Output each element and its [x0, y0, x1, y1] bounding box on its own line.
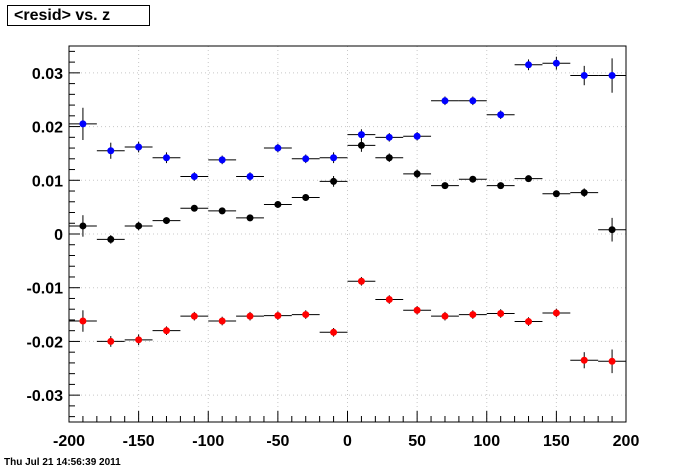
x-tick-label: -100: [192, 433, 224, 450]
x-tick-label: -150: [123, 433, 155, 450]
data-point: [580, 189, 588, 197]
y-tick-label: 0.02: [32, 120, 63, 137]
timestamp-label: Thu Jul 21 14:56:39 2011: [4, 457, 121, 468]
data-point: [135, 336, 143, 344]
data-point: [385, 133, 393, 141]
data-point: [190, 312, 198, 320]
x-tick-label: 150: [543, 433, 570, 450]
marks-layer: [69, 56, 626, 374]
data-point: [580, 356, 588, 364]
data-point: [525, 61, 533, 69]
data-point: [469, 311, 477, 319]
data-point: [497, 111, 505, 119]
data-point: [162, 217, 170, 225]
data-point: [608, 226, 616, 234]
data-point: [135, 222, 143, 230]
data-point: [357, 141, 365, 149]
data-point: [79, 120, 87, 128]
y-tick-label: -0.03: [27, 388, 64, 405]
data-point: [413, 170, 421, 178]
data-point: [162, 327, 170, 335]
data-point: [330, 154, 338, 162]
data-point: [302, 193, 310, 201]
x-tick-label: 0: [343, 433, 352, 450]
chart-title: <resid> vs. z: [7, 5, 150, 26]
data-point: [107, 337, 115, 345]
data-point: [218, 207, 226, 215]
x-tick-label: -200: [53, 433, 85, 450]
data-point: [246, 173, 254, 181]
data-point: [218, 156, 226, 164]
grid-layer: [69, 46, 626, 422]
data-point: [107, 235, 115, 243]
y-tick-label: 0.01: [32, 173, 63, 190]
data-point: [497, 182, 505, 190]
data-point: [274, 200, 282, 208]
x-tick-label: 200: [613, 433, 640, 450]
data-point: [79, 222, 87, 230]
data-point: [552, 309, 560, 317]
data-point: [385, 296, 393, 304]
data-point: [162, 154, 170, 162]
data-point: [107, 147, 115, 155]
data-point: [525, 175, 533, 183]
data-point: [330, 177, 338, 185]
data-point: [469, 175, 477, 183]
data-point: [330, 328, 338, 336]
data-point: [135, 143, 143, 151]
data-point: [469, 97, 477, 105]
data-point: [274, 144, 282, 152]
x-tick-label: 50: [408, 433, 426, 450]
data-point: [413, 132, 421, 140]
data-point: [552, 59, 560, 67]
data-point: [246, 312, 254, 320]
data-point: [608, 72, 616, 80]
data-point: [441, 182, 449, 190]
axis-layer: -200 -150 -100 -50 0 50 100 150 200 -0.03 -0.02 -0.…: [27, 50, 640, 450]
data-point: [79, 317, 87, 325]
y-tick-label: 0: [54, 227, 63, 244]
data-point: [497, 309, 505, 317]
data-point: [608, 357, 616, 365]
data-point: [274, 312, 282, 320]
y-tick-label: -0.01: [27, 281, 64, 298]
x-tick-label: -50: [266, 433, 289, 450]
data-point: [357, 277, 365, 285]
data-point: [552, 190, 560, 198]
data-point: [190, 173, 198, 181]
y-tick-label: 0.03: [32, 66, 63, 83]
data-point: [441, 97, 449, 105]
y-tick-label: -0.02: [27, 334, 64, 351]
x-tick-label: 100: [473, 433, 500, 450]
data-point: [385, 154, 393, 162]
data-point: [413, 306, 421, 314]
data-point: [218, 317, 226, 325]
data-point: [190, 204, 198, 212]
data-point: [357, 131, 365, 139]
data-point: [441, 312, 449, 320]
data-point: [246, 214, 254, 222]
data-point: [302, 311, 310, 319]
data-point: [302, 155, 310, 163]
data-point: [580, 72, 588, 80]
data-point: [525, 318, 533, 326]
